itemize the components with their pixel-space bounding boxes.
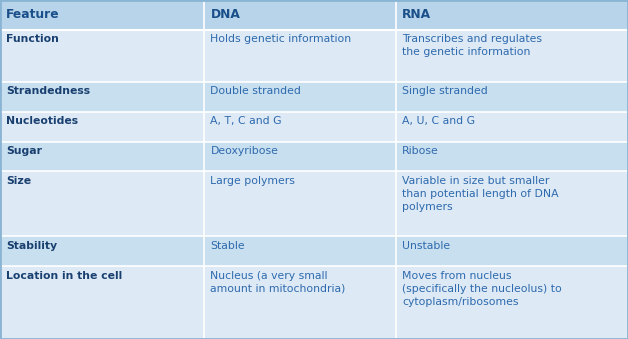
Bar: [204, 82, 396, 112]
Text: RNA: RNA: [402, 8, 431, 21]
Text: Deoxyribose: Deoxyribose: [210, 146, 278, 156]
Text: Moves from nucleus
(specifically the nucleolus) to
cytoplasm/ribosomes: Moves from nucleus (specifically the nuc…: [402, 271, 561, 307]
Bar: [204, 0, 396, 30]
Text: Location in the cell: Location in the cell: [6, 271, 122, 281]
Text: Variable in size but smaller
than potential length of DNA
polymers: Variable in size but smaller than potent…: [402, 176, 558, 212]
Bar: [204, 172, 396, 236]
Bar: [396, 82, 628, 112]
Text: Nucleotides: Nucleotides: [6, 116, 78, 126]
Bar: [396, 236, 628, 266]
Bar: [0, 266, 204, 339]
Text: Feature: Feature: [6, 8, 60, 21]
Bar: [204, 142, 396, 172]
Bar: [0, 0, 204, 30]
Bar: [204, 30, 396, 82]
Text: A, T, C and G: A, T, C and G: [210, 116, 282, 126]
Text: Sugar: Sugar: [6, 146, 42, 156]
Text: Function: Function: [6, 34, 59, 44]
Bar: [396, 112, 628, 142]
Bar: [396, 172, 628, 236]
Text: Size: Size: [6, 176, 31, 186]
Bar: [396, 30, 628, 82]
Bar: [204, 266, 396, 339]
Text: Nucleus (a very small
amount in mitochondria): Nucleus (a very small amount in mitochon…: [210, 271, 346, 294]
Text: Stable: Stable: [210, 241, 245, 251]
Bar: [0, 112, 204, 142]
Text: DNA: DNA: [210, 8, 241, 21]
Bar: [0, 172, 204, 236]
Bar: [0, 142, 204, 172]
Text: Stability: Stability: [6, 241, 57, 251]
Bar: [396, 0, 628, 30]
Bar: [396, 142, 628, 172]
Text: A, U, C and G: A, U, C and G: [402, 116, 475, 126]
Text: Large polymers: Large polymers: [210, 176, 295, 186]
Text: Unstable: Unstable: [402, 241, 450, 251]
Bar: [396, 266, 628, 339]
Bar: [0, 82, 204, 112]
Text: Ribose: Ribose: [402, 146, 439, 156]
Text: Single stranded: Single stranded: [402, 86, 488, 96]
Text: Holds genetic information: Holds genetic information: [210, 34, 352, 44]
Bar: [204, 112, 396, 142]
Text: Transcribes and regulates
the genetic information: Transcribes and regulates the genetic in…: [402, 34, 542, 58]
Text: Strandedness: Strandedness: [6, 86, 90, 96]
Bar: [204, 236, 396, 266]
Bar: [0, 30, 204, 82]
Text: Double stranded: Double stranded: [210, 86, 301, 96]
Bar: [0, 236, 204, 266]
